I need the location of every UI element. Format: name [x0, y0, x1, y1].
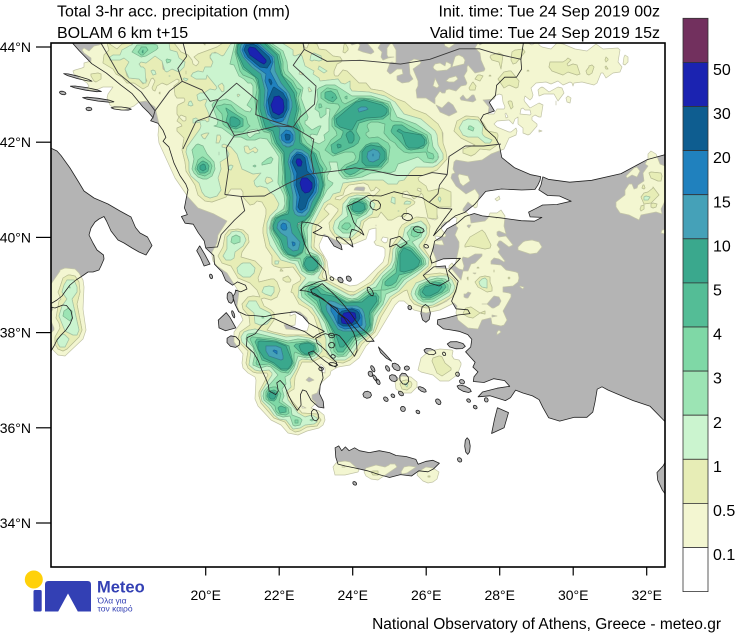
colorbar-tick-label: 4 [713, 327, 722, 344]
lat-tick-label: 36°N [0, 420, 31, 436]
colorbar-block [682, 370, 709, 416]
colorbar-tick-label: 50 [713, 62, 731, 79]
colorbar [682, 17, 709, 592]
lon-tick-label: 20°E [190, 587, 221, 603]
lat-tick-label: 44°N [0, 39, 31, 55]
coastline [51, 43, 665, 495]
colorbar-block [682, 414, 709, 460]
colorbar-tick-label: 3 [713, 371, 722, 388]
colorbar-block [682, 326, 709, 372]
lon-ticks [205, 567, 648, 576]
lat-tick-label: 40°N [0, 229, 31, 245]
logo-m-icon [45, 581, 91, 612]
title-line1: Total 3-hr acc. precipitation (mm) [57, 4, 290, 21]
country-borders [100, 43, 522, 249]
title-line2: BOLAM 6 km t+15 [57, 25, 188, 42]
colorbar-block [682, 106, 709, 151]
lon-tick-label: 24°E [337, 587, 368, 603]
logo-tagline2: τον καιρό [98, 604, 133, 614]
lon-tick-label: 28°E [484, 587, 515, 603]
colorbar-tick-label: 0.1 [713, 547, 735, 564]
colorbar-block [682, 282, 709, 328]
header: Total 3-hr acc. precipitation (mm) BOLAM… [57, 4, 660, 43]
colorbar-block [682, 150, 709, 196]
colorbar-block [682, 238, 709, 284]
lon-tick-label: 26°E [411, 587, 442, 603]
map-frame [50, 42, 666, 568]
colorbar-tick-label: 30 [713, 106, 731, 123]
lon-tick-labels: 20°E 22°E 24°E 26°E 28°E 30°E 32°E [190, 587, 662, 603]
lat-tick-label: 42°N [0, 134, 31, 150]
init-time: Init. time: Tue 24 Sep 2019 00z [439, 4, 660, 21]
lat-tick-label: 38°N [0, 325, 31, 341]
colorbar-tick-label: 10 [713, 238, 731, 255]
colorbar-tick-label: 20 [713, 150, 731, 167]
colorbar-block [682, 547, 709, 592]
colorbar-tick-label: 2 [713, 415, 722, 432]
colorbar-block [682, 194, 709, 240]
precip-band-10 [247, 46, 357, 325]
lat-tick-labels: 44°N 42°N 40°N 38°N 36°N 34°N [0, 39, 31, 531]
lon-tick-label: 22°E [264, 587, 295, 603]
logo-dot-icon [24, 570, 43, 589]
lon-tick-label: 30°E [558, 587, 589, 603]
credit-line: National Observatory of Athens, Greece -… [372, 616, 721, 633]
logo-i-bar [33, 590, 42, 612]
colorbar-labels: 50 30 20 15 10 5 4 3 2 1 0.5 0.1 [713, 62, 735, 564]
logo-brand: Meteo [97, 579, 145, 597]
colorbar-block [682, 17, 709, 63]
logo-tagline1: Όλα για [97, 596, 127, 606]
colorbar-tick-label: 15 [713, 194, 731, 211]
colorbar-tick-label: 0.5 [713, 503, 735, 520]
colorbar-block [682, 502, 709, 548]
colorbar-tick-label: 1 [713, 459, 722, 476]
lat-tick-label: 34°N [0, 515, 31, 531]
colorbar-tick-label: 5 [713, 283, 722, 300]
lon-tick-label: 32°E [631, 587, 662, 603]
valid-time: Valid time: Tue 24 Sep 2019 15z [430, 25, 660, 42]
lat-ticks [36, 46, 51, 524]
meteo-logo: Meteo Όλα για τον καιρό [24, 570, 145, 614]
colorbar-block [682, 62, 709, 107]
colorbar-block [682, 458, 709, 504]
